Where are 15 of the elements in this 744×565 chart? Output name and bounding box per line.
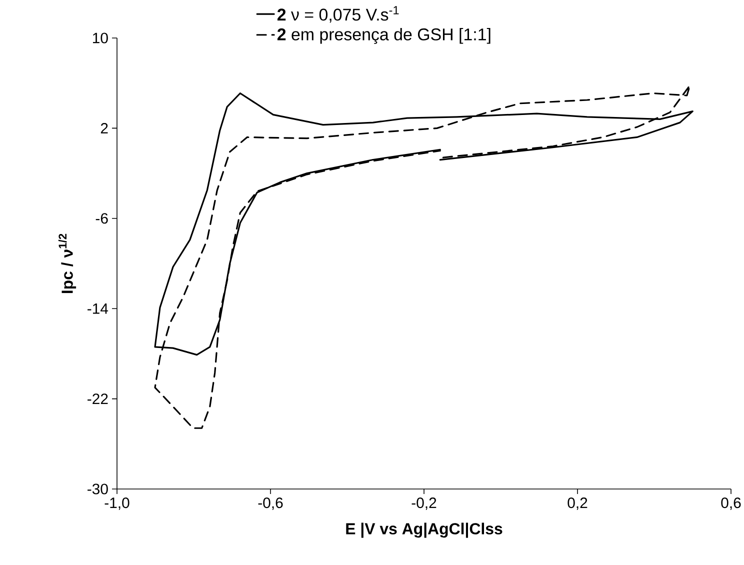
y-tick-label: -6: [96, 213, 108, 224]
y-axis-title: Ipc / ν$^{1/2}$: [58, 234, 76, 294]
x-tick-label: -0,6: [258, 498, 283, 510]
x-tick-label: 0,2: [568, 498, 588, 510]
y-tick-label: 10: [93, 32, 108, 44]
y-tick-label: 2: [100, 122, 108, 134]
x-axis-title: E |V vs Ag|AgCl|Clss: [346, 522, 502, 538]
y-tick-label: -14: [88, 303, 108, 314]
x-tick-label: -0,2: [412, 498, 436, 510]
legend-label: 2 em presença de GSH [1:1]: [277, 28, 490, 44]
y-tick-label: -30: [88, 484, 108, 494]
x-tick-label: -1,0: [104, 498, 130, 510]
legend-label: 2 ν = 0,075 V.s$^{-1}$: [277, 6, 399, 23]
y-tick-label: -22: [88, 394, 108, 404]
x-tick-label: 0,6: [721, 498, 741, 510]
